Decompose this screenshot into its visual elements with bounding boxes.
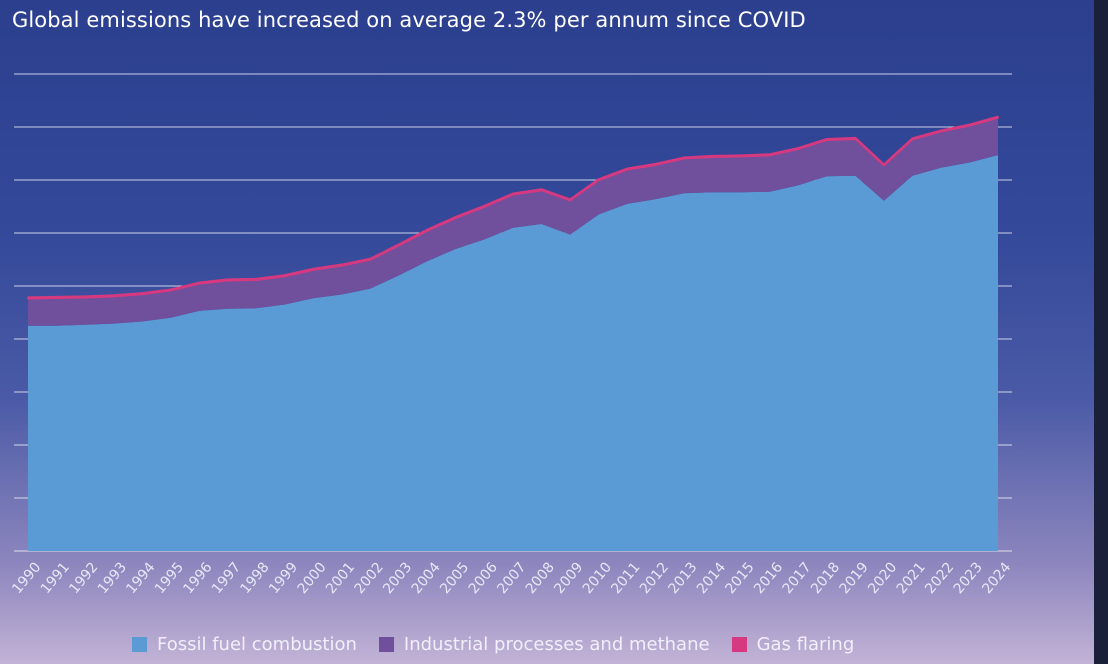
chart-title: Global emissions have increased on avera… bbox=[12, 8, 806, 32]
x-tick-label: 1992 bbox=[66, 559, 101, 597]
legend-swatch-fossil bbox=[132, 637, 147, 652]
x-tick-label: 2011 bbox=[608, 559, 643, 597]
area-gas-flaring bbox=[27, 115, 999, 300]
legend-label-flaring: Gas flaring bbox=[756, 634, 855, 655]
x-tick-label: 2024 bbox=[979, 559, 1014, 597]
x-tick-label: 1990 bbox=[9, 559, 44, 597]
x-tick-label: 2021 bbox=[894, 559, 929, 597]
x-tick-label: 2008 bbox=[523, 559, 558, 597]
x-tick-label: 2012 bbox=[637, 559, 672, 597]
x-tick-label: 2020 bbox=[865, 559, 900, 597]
x-tick-label: 1991 bbox=[38, 559, 73, 597]
x-tick-label: 2019 bbox=[837, 559, 872, 597]
x-tick-label: 2000 bbox=[295, 559, 330, 597]
x-tick-label: 1996 bbox=[180, 559, 215, 597]
x-tick-label: 2023 bbox=[951, 559, 986, 597]
legend-swatch-industrial bbox=[378, 637, 394, 652]
area-fossil-fuel-combustion bbox=[28, 155, 998, 551]
x-tick-label: 2016 bbox=[751, 559, 786, 597]
x-tick-label: 2018 bbox=[808, 559, 843, 597]
x-tick-label: 2002 bbox=[352, 559, 387, 597]
x-tick-label: 2022 bbox=[922, 559, 957, 597]
x-tick-label: 1999 bbox=[266, 559, 301, 597]
x-tick-labels: 1990199119921993199419951996199719981999… bbox=[9, 559, 1014, 597]
area-series bbox=[27, 115, 999, 551]
legend-label-industrial: Industrial processes and methane bbox=[403, 634, 710, 655]
x-tick-label: 2013 bbox=[665, 559, 700, 597]
legend-item-industrial[interactable]: Industrial processes and methane bbox=[378, 634, 710, 655]
x-tick-label: 2005 bbox=[437, 559, 472, 597]
x-tick-label: 2003 bbox=[380, 559, 415, 597]
legend-label-fossil: Fossil fuel combustion bbox=[157, 634, 357, 655]
x-tick-label: 2017 bbox=[780, 559, 815, 597]
x-tick-label: 1994 bbox=[123, 559, 158, 597]
right-edge-strip bbox=[1094, 0, 1108, 664]
x-tick-label: 2014 bbox=[694, 559, 729, 597]
x-tick-label: 2004 bbox=[409, 559, 444, 597]
x-tick-label: 2010 bbox=[580, 559, 615, 597]
x-tick-label: 2007 bbox=[494, 559, 529, 597]
area-industrial-processes-methane bbox=[28, 118, 998, 326]
x-tick-label: 1995 bbox=[152, 559, 187, 597]
x-tick-label: 2001 bbox=[323, 559, 358, 597]
x-tick-label: 1997 bbox=[209, 559, 244, 597]
x-tick-label: 2009 bbox=[551, 559, 586, 597]
legend: Fossil fuel combustion Industrial proces… bbox=[132, 634, 876, 655]
legend-swatch-flaring bbox=[731, 637, 747, 652]
x-tick-label: 2015 bbox=[722, 559, 757, 597]
legend-item-flaring[interactable]: Gas flaring bbox=[731, 634, 855, 655]
x-tick-label: 1993 bbox=[95, 559, 130, 597]
legend-item-fossil[interactable]: Fossil fuel combustion bbox=[132, 634, 357, 655]
x-tick-label: 2006 bbox=[466, 559, 501, 597]
x-tick-label: 1998 bbox=[237, 559, 272, 597]
